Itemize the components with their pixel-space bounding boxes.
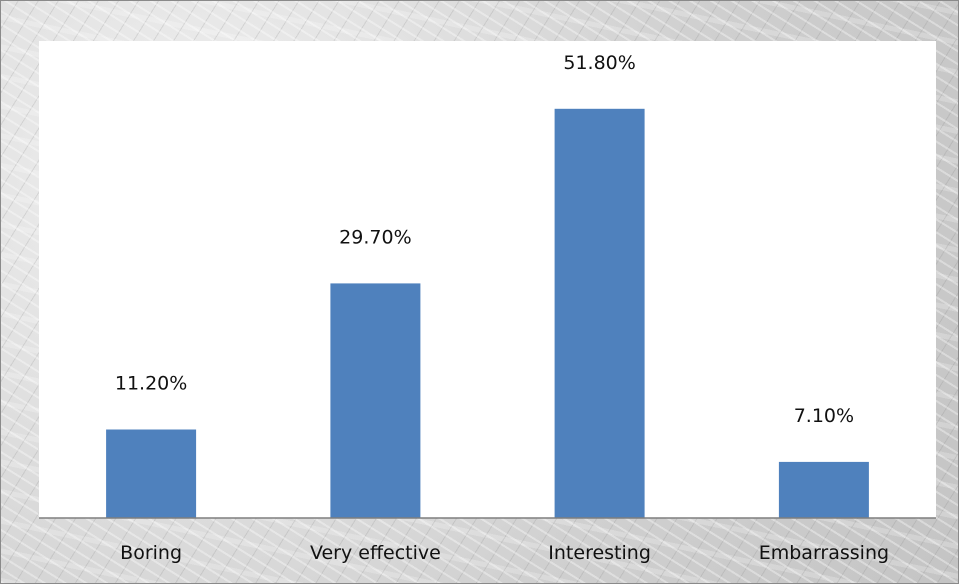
value-labels-group: 11.20% 29.70% 51.80% 7.10% (115, 52, 854, 427)
category-labels-group: Boring Very effective Interesting Embarrass… (120, 542, 889, 564)
category-label-very-effective: Very effective (310, 542, 441, 564)
value-label-boring: 11.20% (115, 373, 187, 395)
bars-group (106, 108, 869, 519)
category-label-interesting: Interesting (548, 542, 651, 564)
value-label-interesting: 51.80% (563, 52, 635, 74)
bar-interesting (554, 108, 645, 519)
bar-boring (106, 429, 197, 518)
bar-embarrassing (778, 461, 869, 518)
category-label-embarrassing: Embarrassing (759, 542, 889, 564)
category-label-boring: Boring (120, 542, 182, 564)
bar-very-effective (330, 283, 421, 518)
value-label-very-effective: 29.70% (339, 226, 411, 248)
value-label-embarrassing: 7.10% (794, 405, 854, 427)
